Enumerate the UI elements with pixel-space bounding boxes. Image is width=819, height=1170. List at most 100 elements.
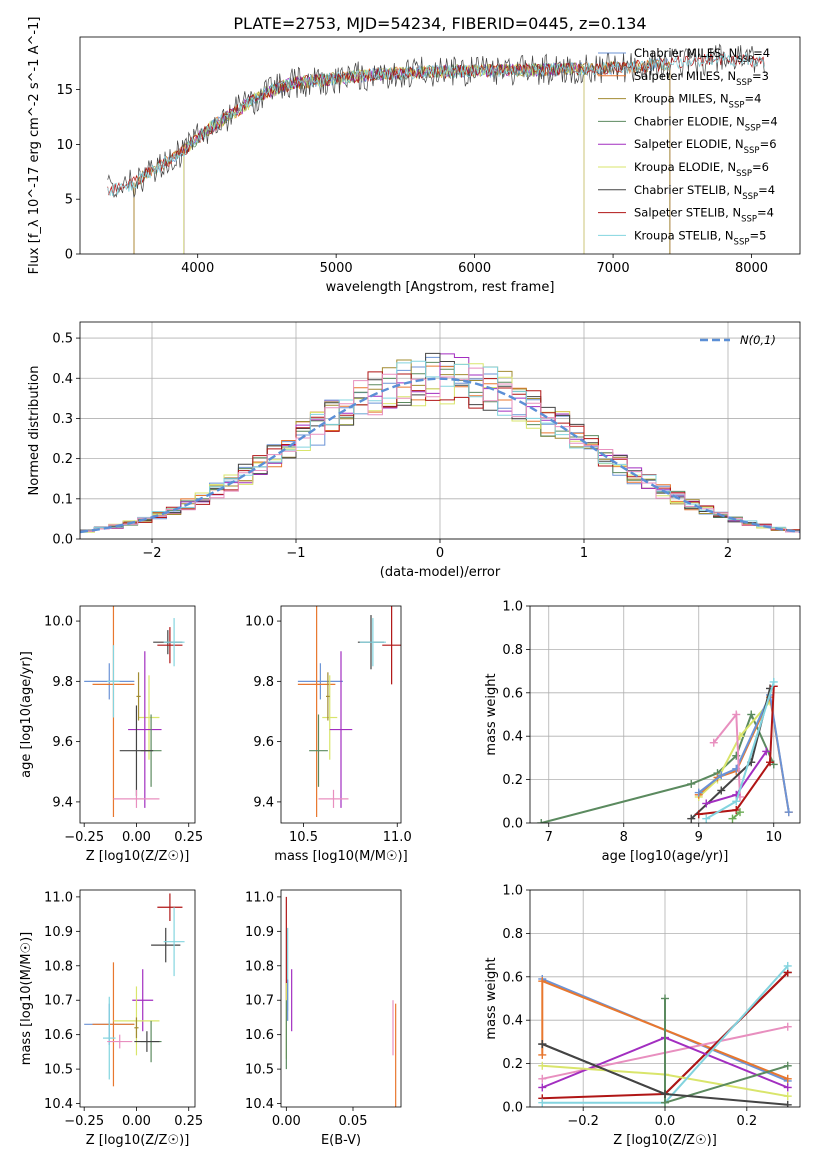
x-tick-label: 11.0 xyxy=(383,830,412,845)
plot-area-residual_hist xyxy=(80,352,800,539)
y-tick-label: 0.2 xyxy=(502,1057,523,1072)
y-tick-label: 10.7 xyxy=(245,994,274,1009)
x-tick-label: 6000 xyxy=(458,261,491,276)
x-tick-label: 0.25 xyxy=(174,1114,203,1129)
axes-frame xyxy=(79,889,196,1108)
y-tick-label: 0.8 xyxy=(502,927,523,942)
y-tick-label: 10 xyxy=(56,138,73,153)
legend-entry: Kroupa STELIB, NSSP=5 xyxy=(634,228,766,247)
x-axis-label: age [log10(age/yr)] xyxy=(602,849,729,864)
legend-count: =5 xyxy=(749,228,766,242)
x-tick-label: 1 xyxy=(580,546,588,561)
legend-count: =4 xyxy=(753,46,770,60)
x-tick-label: 0.05 xyxy=(339,1114,368,1129)
x-tick-label: 2 xyxy=(724,546,732,561)
y-tick-label: 10.7 xyxy=(44,994,73,1009)
y-tick-label: 1.0 xyxy=(502,884,523,899)
legend-count: =3 xyxy=(752,69,769,83)
panel-age_vs_Z: −0.25 0.00 0.25 9.4 9.6 9.8 10.0 Z [log10(Z/Z☉)… xyxy=(19,605,203,864)
weight-line xyxy=(541,711,775,823)
axes-frame xyxy=(280,889,402,1108)
panel-mass_weight_vs_age: 7 8 9 10 0.0 0.2 0.4 0.6 0.8 1.0 age [log10(age/yr… xyxy=(484,600,801,864)
legend-entry: N(0,1) xyxy=(740,333,776,347)
panel-mass_vs_EBV: 0.00 0.05 10.4 10.5 10.6 10.7 10.8 10.9 11.0 E(B-… xyxy=(245,889,402,1148)
legend-count: =4 xyxy=(744,92,761,106)
y-axis-label: Normed distribution xyxy=(27,366,42,496)
plot-area-mass_vs_EBV xyxy=(285,896,397,1107)
y-tick-label: 10.8 xyxy=(44,959,73,974)
legend-count: =6 xyxy=(752,160,769,174)
y-tick-label: 9.6 xyxy=(253,735,274,750)
x-axis-label: Z [log10(Z/Z☉)] xyxy=(613,1133,717,1148)
legend-subscript: SSP xyxy=(745,123,761,133)
y-tick-label: 0.1 xyxy=(52,492,73,507)
x-tick-label: 0.00 xyxy=(122,1114,151,1129)
plot-area-age_vs_Z xyxy=(84,606,185,817)
legend-subscript: SSP xyxy=(729,101,745,111)
x-tick-label: 10.5 xyxy=(289,830,318,845)
legend-count: =6 xyxy=(760,137,777,151)
x-tick-label: −2 xyxy=(142,546,161,561)
legend-entry: Kroupa ELODIE, NSSP=6 xyxy=(634,160,769,179)
y-tick-label: 0.8 xyxy=(502,643,523,658)
legend-entry: Kroupa MILES, NSSP=4 xyxy=(634,92,761,111)
weight-line xyxy=(731,811,741,820)
legend-entry: Chabrier ELODIE, NSSP=4 xyxy=(634,114,778,133)
legend-entry: Salpeter ELODIE, NSSP=6 xyxy=(634,137,777,156)
panel-residual_hist: −2 −1 0 1 2 0.0 0.1 0.2 0.3 0.4 0.5 (data-model)/er… xyxy=(27,321,801,580)
x-tick-label: 8 xyxy=(620,830,628,845)
legend-subscript: SSP xyxy=(744,146,760,156)
x-tick-label: 0.25 xyxy=(174,830,203,845)
y-tick-label: 9.8 xyxy=(253,675,274,690)
y-tick-label: 5 xyxy=(65,193,73,208)
x-tick-label: 0.00 xyxy=(272,1114,301,1129)
y-tick-label: 10.8 xyxy=(245,959,274,974)
x-tick-label: −0.25 xyxy=(64,1114,104,1129)
y-tick-label: 10.6 xyxy=(44,1028,73,1043)
y-tick-label: 0.6 xyxy=(502,970,523,985)
axes-frame xyxy=(529,605,801,824)
panel-age_vs_mass: 10.5 11.0 9.4 9.6 9.8 10.0 mass [log10(M/M☉)] xyxy=(245,605,412,864)
y-tick-label: 10.5 xyxy=(245,1063,274,1078)
y-tick-label: 11.0 xyxy=(245,890,274,905)
y-tick-label: 10.9 xyxy=(44,925,73,940)
legend-subscript: SSP xyxy=(742,192,758,202)
y-tick-label: 1.0 xyxy=(502,600,523,615)
y-tick-label: 11.0 xyxy=(44,890,73,905)
y-axis-label: mass [log10(M/M☉)] xyxy=(19,932,34,1065)
panel-mass_vs_Z: −0.25 0.00 0.25 10.4 10.5 10.6 10.7 10.8 10.9 11.… xyxy=(19,889,203,1148)
y-tick-label: 0.0 xyxy=(502,817,523,832)
x-tick-label: 0 xyxy=(436,546,444,561)
y-tick-label: 10.0 xyxy=(245,615,274,630)
panel-mass_weight_vs_Z: −0.2 0.0 0.2 0.0 0.2 0.4 0.6 0.8 1.0 Z [log10(Z/Z… xyxy=(484,884,801,1148)
legend-count: =4 xyxy=(758,183,775,197)
legend-subscript: SSP xyxy=(734,237,750,247)
y-tick-label: 10.9 xyxy=(245,925,274,940)
figure-title: PLATE=2753, MJD=54234, FIBERID=0445, z=0… xyxy=(233,14,646,33)
y-tick-label: 0.2 xyxy=(52,452,73,467)
plot-area-mass_vs_Z xyxy=(84,893,185,1087)
y-tick-label: 10.0 xyxy=(44,615,73,630)
weight-line xyxy=(664,998,788,1105)
x-tick-label: 4000 xyxy=(181,261,214,276)
y-axis-label: mass weight xyxy=(484,957,499,1039)
x-tick-label: 0.2 xyxy=(736,1114,757,1129)
legend-subscript: SSP xyxy=(736,169,752,179)
legend-subscript: SSP xyxy=(736,78,752,88)
x-tick-label: −0.25 xyxy=(64,830,104,845)
legend-count: =4 xyxy=(757,206,774,220)
weight-line xyxy=(698,700,771,798)
y-tick-label: 0.4 xyxy=(502,1014,523,1029)
x-axis-label: mass [log10(M/M☉)] xyxy=(274,849,407,864)
x-tick-label: 10 xyxy=(765,830,782,845)
legend-subscript: SSP xyxy=(741,215,757,225)
weight-line xyxy=(698,691,790,813)
y-tick-label: 10.6 xyxy=(245,1028,274,1043)
plot-area-age_vs_mass xyxy=(297,606,401,817)
axes-frame xyxy=(79,36,801,255)
x-axis-label: Z [log10(Z/Z☉)] xyxy=(86,849,190,864)
y-axis-label: mass weight xyxy=(484,673,499,755)
legend-subscript: SSP xyxy=(737,55,753,65)
x-axis-label: E(B-V) xyxy=(321,1133,361,1148)
